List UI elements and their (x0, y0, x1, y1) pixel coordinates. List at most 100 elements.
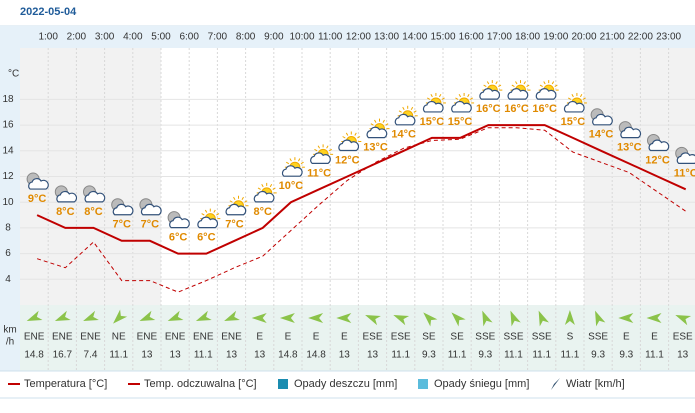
wind-speed: 13 (677, 350, 689, 361)
wind-speed: 11.1 (194, 350, 213, 361)
sun-ray (370, 123, 374, 126)
temp-label: 12°C (645, 154, 670, 166)
weather-icon (535, 80, 559, 100)
cloud (310, 152, 331, 164)
legend-label: Opady śniegu [mm] (434, 378, 529, 390)
sun-ray (486, 81, 490, 85)
weather-icon (26, 172, 49, 190)
wind-arrow-shape (646, 313, 662, 323)
sun-ray (272, 187, 276, 190)
wind-arrow-shape (595, 310, 606, 327)
legend-arrow (551, 378, 560, 390)
wind-speed: 14.8 (306, 350, 326, 361)
hour-label: 4:00 (123, 32, 143, 43)
wind-speed: 11.1 (561, 350, 580, 361)
sun-ray (469, 97, 474, 100)
sun-ray (551, 81, 555, 85)
cloud (535, 88, 557, 100)
hour-label: 21:00 (600, 32, 625, 43)
wind-speed: 14.8 (278, 350, 298, 361)
sun-ray (204, 209, 208, 213)
wind-dir: E (623, 332, 630, 343)
hour-label: 7:00 (208, 32, 228, 43)
weather-icon (139, 198, 162, 216)
sun-ray (269, 183, 273, 188)
wind-arrow-shape (83, 310, 99, 322)
wind-speed: 16.7 (53, 350, 73, 361)
sun-ray (543, 81, 546, 85)
weather-icon (111, 198, 134, 216)
sun-ray (342, 136, 346, 139)
sun-ray (317, 145, 321, 149)
wind-arrow (365, 314, 381, 326)
cloud (112, 203, 134, 216)
weather-icon (647, 134, 670, 152)
hour-label: 5:00 (151, 32, 171, 43)
sun-ray (314, 148, 318, 152)
wind-dir: E (313, 332, 320, 343)
wind-arrow-shape (365, 314, 381, 326)
y-tick-label: 12 (2, 171, 14, 182)
sun-ray (458, 94, 462, 98)
legend-swatch (278, 379, 288, 389)
wind-arrow (510, 310, 521, 327)
cloud (648, 139, 670, 152)
sun-ray (241, 196, 244, 200)
weather-icon (507, 80, 531, 100)
wind-speed: 13 (170, 350, 182, 361)
wind-dir: E (341, 332, 348, 343)
legend-label: Opady deszczu [mm] (294, 378, 397, 390)
hour-label: 14:00 (402, 32, 427, 43)
y-unit: °C (8, 69, 19, 80)
temp-label: 15°C (561, 116, 586, 128)
sun-ray (498, 84, 502, 88)
sun-ray (402, 106, 405, 110)
hour-label: 18:00 (515, 32, 540, 43)
sun-ray (515, 81, 518, 85)
wind-arrow (113, 309, 128, 324)
cloud (225, 203, 247, 216)
left-strip (0, 26, 20, 371)
weather-icon (225, 195, 249, 216)
y-tick-label: 6 (5, 248, 11, 259)
hour-label: 23:00 (656, 32, 681, 43)
wind-dir: ESE (391, 332, 411, 343)
wind-arrow (251, 313, 267, 323)
wind-speed: 9.3 (422, 350, 436, 361)
wind-dir: E (256, 332, 263, 343)
wind-arrow (423, 312, 438, 327)
cloud (338, 139, 360, 152)
weather-icon (253, 182, 277, 203)
sun-ray (426, 97, 431, 100)
wind-speed: 9.3 (591, 350, 605, 361)
temp-label: 7°C (112, 219, 131, 231)
wind-dir: ENE (193, 332, 214, 343)
wind-arrow-shape (564, 310, 575, 325)
temp-label: 6°C (197, 232, 216, 244)
weather-icon (563, 92, 587, 113)
weather-icon (310, 144, 334, 164)
hour-label: 2:00 (67, 32, 87, 43)
y-tick-label: 14 (2, 145, 14, 156)
date: 2022-05-04 (20, 6, 77, 18)
wind-arrow-shape (538, 310, 549, 327)
temp-label: 8°C (56, 206, 75, 218)
wind-speed: 13 (141, 350, 153, 361)
wind-speed: 11.1 (448, 350, 467, 361)
wind-arrow-shape (195, 310, 212, 322)
weather-icon (451, 92, 475, 113)
hour-label: 1:00 (38, 32, 58, 43)
hour-label: 11:00 (318, 32, 343, 43)
wind-dir: SSE (475, 332, 495, 343)
wind-arrow (279, 313, 295, 323)
sun-ray (354, 132, 357, 136)
temp-label: 7°C (225, 219, 244, 231)
sun-ray (216, 213, 220, 216)
sun-ray (567, 97, 572, 100)
wind-speed: 11.1 (645, 350, 664, 361)
wind-arrow-shape (510, 310, 521, 327)
sun-ray (233, 196, 236, 200)
wind-arrow (564, 310, 575, 325)
wind-dir: NE (112, 332, 126, 343)
hour-label: 22:00 (628, 32, 653, 43)
